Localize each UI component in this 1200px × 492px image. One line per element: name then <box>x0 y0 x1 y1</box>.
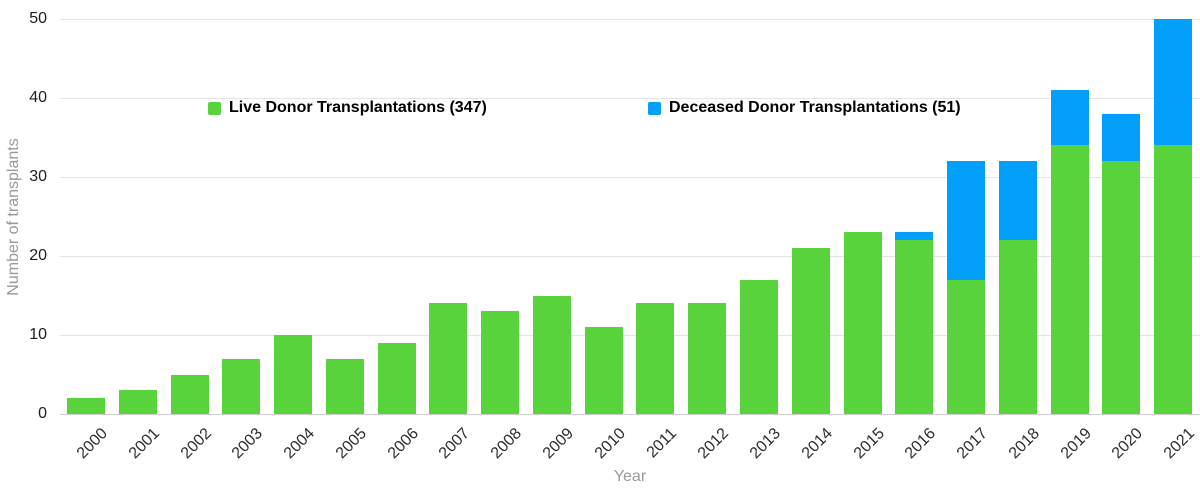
bar-2014-live <box>791 248 830 414</box>
bar-2021-live <box>1154 145 1193 414</box>
bar-2019-deceased <box>1050 90 1089 146</box>
gridline-50 <box>60 19 1200 20</box>
y-tick-label-0: 0 <box>38 405 47 422</box>
y-tick-label-30: 30 <box>29 168 47 185</box>
bar-2020-deceased <box>1102 113 1141 162</box>
bar-2018-live <box>998 240 1037 414</box>
y-axis-title: Number of transplants <box>5 138 22 296</box>
bar-2010-live <box>584 327 623 414</box>
legend-label-deceased: Deceased Donor Transplantations (51) <box>669 99 961 116</box>
bar-2021-deceased <box>1154 19 1193 146</box>
bar-2015-live <box>843 232 882 414</box>
bar-2000-live <box>67 398 105 414</box>
y-tick-label-40: 40 <box>29 89 47 106</box>
legend-item-live: Live Donor Transplantations (347) <box>208 95 487 121</box>
x-axis-baseline <box>60 414 1200 415</box>
bar-2017-live <box>947 279 986 414</box>
bar-2008-live <box>481 311 520 414</box>
y-tick-label-20: 20 <box>29 247 47 264</box>
bar-2004-live <box>274 335 313 414</box>
gridline-40 <box>60 98 1200 99</box>
bar-2012-live <box>688 303 727 414</box>
bar-2009-live <box>532 295 571 414</box>
bar-2018-deceased <box>998 161 1037 241</box>
y-tick-label-50: 50 <box>29 10 47 27</box>
gridline-10 <box>60 335 1200 336</box>
legend-label-live: Live Donor Transplantations (347) <box>229 99 487 116</box>
legend-swatch-live-icon <box>208 101 221 115</box>
bar-2016-live <box>895 240 934 414</box>
bar-2016-deceased <box>895 232 934 241</box>
gridline-20 <box>60 256 1200 257</box>
bar-2003-live <box>222 358 261 414</box>
legend-item-deceased: Deceased Donor Transplantations (51) <box>648 95 961 121</box>
bar-2001-live <box>118 390 157 414</box>
x-axis-title: Year <box>613 468 647 485</box>
y-tick-label-10: 10 <box>29 326 47 343</box>
bar-2002-live <box>170 374 209 414</box>
bar-2006-live <box>377 342 416 414</box>
bar-2020-live <box>1102 161 1141 414</box>
bar-2013-live <box>740 279 778 414</box>
legend-swatch-deceased-icon <box>648 101 661 115</box>
bar-2007-live <box>429 303 468 414</box>
gridline-30 <box>60 177 1200 178</box>
bar-2017-deceased <box>947 161 986 280</box>
bar-2019-live <box>1050 145 1089 414</box>
bar-2005-live <box>325 358 364 414</box>
bar-2011-live <box>636 303 675 414</box>
